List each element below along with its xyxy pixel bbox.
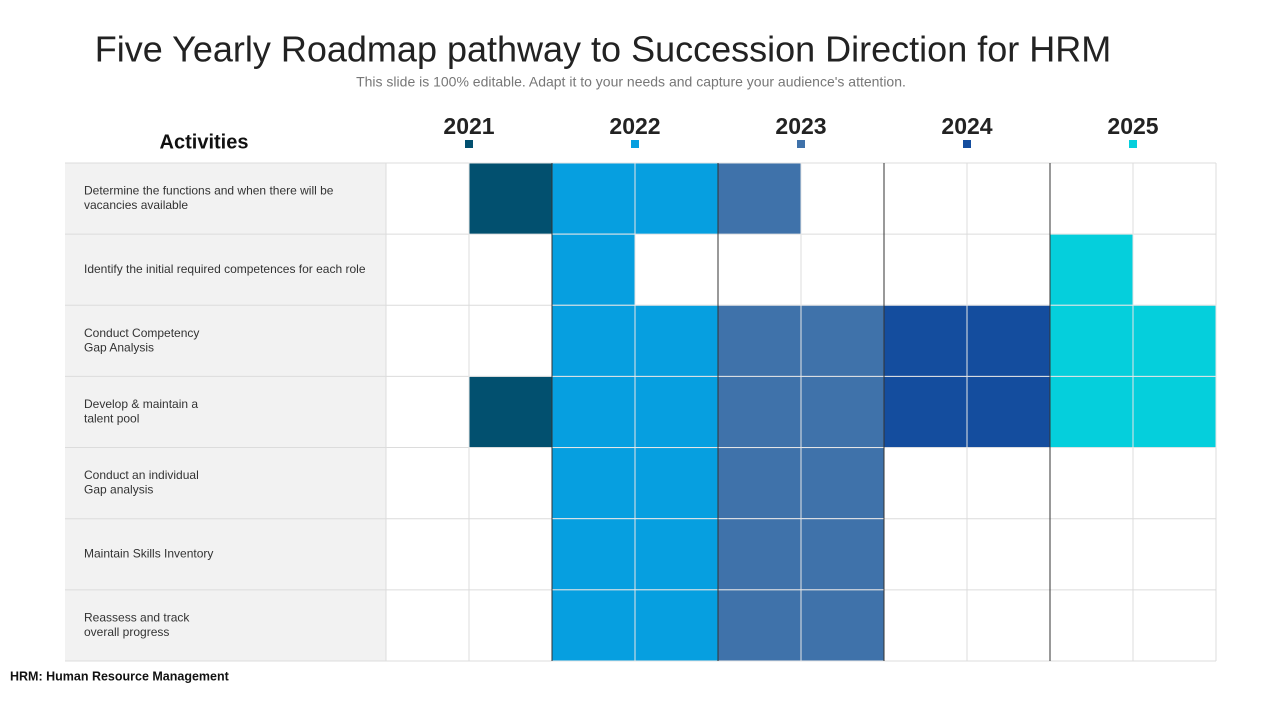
cell <box>634 375 719 449</box>
activity-label: Maintain Skills Inventory <box>84 546 213 560</box>
activity-label: Gap analysis <box>84 483 153 497</box>
cell <box>551 589 636 662</box>
cell <box>634 162 719 235</box>
cell <box>468 375 553 449</box>
activity-label: Conduct Competency <box>84 326 199 340</box>
cell <box>883 375 968 449</box>
cell <box>634 304 719 377</box>
cell <box>1049 375 1134 449</box>
cell <box>883 304 968 377</box>
year-label: 2021 <box>443 113 494 139</box>
year-label: 2023 <box>775 113 826 139</box>
cell <box>551 304 636 377</box>
activity-label: vacancies available <box>84 198 188 212</box>
cell <box>634 447 719 520</box>
activities-header: Activities <box>160 131 249 153</box>
cell <box>717 589 802 662</box>
cell <box>468 162 553 235</box>
cell <box>717 304 802 377</box>
year-marker <box>963 140 971 148</box>
cell <box>1132 304 1217 377</box>
cell <box>1049 233 1134 306</box>
cell <box>717 447 802 520</box>
activity-label: Determine the functions and when there w… <box>84 183 334 197</box>
activity-label: Conduct an individual <box>84 468 199 482</box>
cell <box>551 518 636 591</box>
footer: HRM: Human Resource Management <box>10 669 230 683</box>
activity-label: Identify the initial required competence… <box>84 262 366 276</box>
activity-column <box>65 163 386 661</box>
activity-label: Reassess and track <box>84 610 190 624</box>
cell <box>551 447 636 520</box>
cell <box>800 518 885 591</box>
cell <box>800 589 885 662</box>
year-marker <box>465 140 473 148</box>
title: Five Yearly Roadmap pathway to Successio… <box>95 29 1111 70</box>
activity-label: Gap Analysis <box>84 340 154 354</box>
cell <box>634 589 719 662</box>
year-marker <box>1129 140 1137 148</box>
cell <box>966 304 1051 377</box>
year-label: 2024 <box>941 113 992 139</box>
activity-label: overall progress <box>84 625 169 639</box>
activity-label: talent pool <box>84 411 139 425</box>
cell <box>1132 375 1217 449</box>
year-marker <box>631 140 639 148</box>
cell <box>717 375 802 449</box>
cell <box>800 304 885 377</box>
activity-label: Develop & maintain a <box>84 397 198 411</box>
cell <box>551 162 636 235</box>
cell <box>717 518 802 591</box>
year-label: 2022 <box>609 113 660 139</box>
cell <box>1049 304 1134 377</box>
cell <box>634 518 719 591</box>
cell <box>551 375 636 449</box>
cell <box>800 447 885 520</box>
cell <box>800 375 885 449</box>
cell <box>966 375 1051 449</box>
cell <box>717 162 802 235</box>
year-marker <box>797 140 805 148</box>
cell <box>551 233 636 306</box>
year-label: 2025 <box>1107 113 1158 139</box>
subtitle: This slide is 100% editable. Adapt it to… <box>356 74 906 90</box>
